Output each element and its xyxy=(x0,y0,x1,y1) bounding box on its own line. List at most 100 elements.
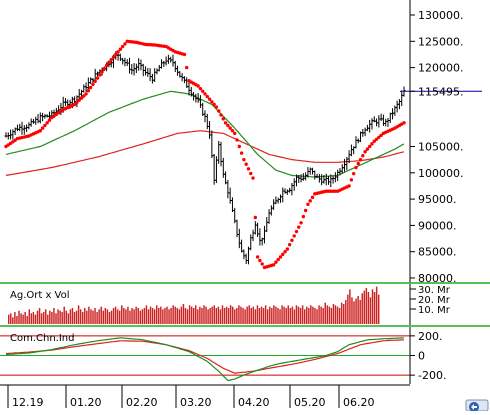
volume-bar xyxy=(324,302,326,324)
sar-dot xyxy=(287,242,292,247)
sar-dot xyxy=(260,262,264,266)
volume-bar xyxy=(221,305,224,324)
volume-bar xyxy=(234,309,236,324)
volume-bar xyxy=(225,306,228,324)
price-plot-area xyxy=(0,0,410,280)
volume-bar xyxy=(345,300,347,324)
time-tick-label: 12.19 xyxy=(12,396,44,409)
sar-dot xyxy=(114,52,118,57)
last-price-label: 115495. xyxy=(418,85,464,98)
sar-dot xyxy=(299,221,303,225)
volume-bar xyxy=(264,305,267,324)
volume-bar xyxy=(338,308,341,324)
volume-bar xyxy=(92,310,94,324)
volume-bar xyxy=(24,312,26,324)
price-tick-label: 125000. xyxy=(418,35,464,48)
volume-bar xyxy=(63,306,65,324)
volume-bar xyxy=(14,312,16,324)
volume-bar xyxy=(232,306,234,324)
sar-dot xyxy=(217,109,221,113)
sar-dot xyxy=(235,138,239,142)
sar-dot xyxy=(45,121,49,125)
volume-bar xyxy=(151,308,154,324)
sar-dot xyxy=(281,252,285,257)
price-panel xyxy=(0,0,482,280)
sar-dot xyxy=(249,171,253,176)
volume-bar xyxy=(123,308,125,324)
sar-dot xyxy=(210,100,214,104)
volume-bar xyxy=(49,310,51,324)
volume-bar xyxy=(281,305,283,324)
parabolic-sar-dots xyxy=(4,39,406,270)
sar-dot xyxy=(372,139,376,143)
cci-levels xyxy=(0,335,410,376)
cci-panel: Com.Chn.Ind 200. 0 -200. xyxy=(0,327,446,384)
sar-dot xyxy=(377,135,381,139)
volume-bar xyxy=(293,309,296,324)
volume-bar xyxy=(18,310,20,324)
cci-path xyxy=(5,337,405,382)
sar-dot xyxy=(207,97,212,101)
volume-bar xyxy=(44,309,47,324)
volume-bar xyxy=(299,308,302,324)
volume-bar xyxy=(301,305,304,324)
sar-dot xyxy=(292,234,296,238)
volume-bar xyxy=(367,292,370,324)
sar-dot xyxy=(233,131,237,136)
price-tick-label: 80000. xyxy=(418,272,457,285)
time-tick-label: 01.20 xyxy=(70,396,102,409)
volume-bar xyxy=(147,309,150,324)
volume-bar xyxy=(125,309,127,324)
volume-bar xyxy=(347,294,349,324)
chart-nav-icon[interactable] xyxy=(465,399,489,412)
volume-bar xyxy=(340,302,343,324)
volume-bar xyxy=(90,309,92,324)
sar-dot xyxy=(356,161,360,166)
volume-bar xyxy=(256,305,259,324)
volume-bar xyxy=(114,306,117,324)
sar-dot xyxy=(379,133,383,138)
cci-signal-line xyxy=(5,339,405,374)
volume-bar xyxy=(320,306,322,324)
volume-bar xyxy=(158,308,160,324)
volume-bar xyxy=(190,306,193,324)
sar-dot xyxy=(120,44,125,49)
sar-dot xyxy=(271,263,276,267)
sar-dot xyxy=(84,92,88,96)
volume-bar xyxy=(240,306,242,324)
volume-bar xyxy=(178,309,181,324)
time-tick-label: 02.20 xyxy=(126,396,158,409)
sar-dot xyxy=(109,58,113,62)
volume-title: Ag.Ort x Vol xyxy=(10,290,70,301)
sar-dot xyxy=(82,94,86,98)
volume-bar xyxy=(34,314,37,324)
volume-bar xyxy=(330,308,333,324)
sar-dot xyxy=(258,258,262,263)
volume-bar xyxy=(155,305,158,324)
volume-bar xyxy=(67,313,70,324)
volume-bar xyxy=(334,305,337,324)
sar-dot xyxy=(185,65,189,70)
volume-bar xyxy=(73,312,76,324)
volume-bar xyxy=(36,310,39,324)
volume-bar xyxy=(252,306,255,324)
sar-dot xyxy=(102,66,107,71)
cci-title: Com.Chn.Ind xyxy=(10,333,75,344)
sar-dot xyxy=(303,208,308,213)
sar-dot xyxy=(230,129,235,133)
volume-bar xyxy=(229,305,232,324)
time-tick-label: 05.20 xyxy=(294,396,326,409)
volume-bar xyxy=(182,304,185,324)
sar-dot xyxy=(72,102,77,107)
sar-dot xyxy=(205,94,209,99)
volume-axis-ticks: 30. Mr 20. Mr 10. Mr xyxy=(410,285,451,316)
volume-bar xyxy=(351,297,353,324)
volume-panel: Ag.Ort x Vol 30. Mr 20. Mr 10. Mr xyxy=(8,284,451,325)
volume-bar xyxy=(84,308,86,324)
volume-bar xyxy=(258,308,261,324)
volume-bar xyxy=(318,305,320,324)
volume-bar xyxy=(289,308,292,324)
price-tick-label: 100000. xyxy=(418,167,464,180)
volume-bar xyxy=(266,309,269,324)
volume-bar xyxy=(199,306,201,324)
